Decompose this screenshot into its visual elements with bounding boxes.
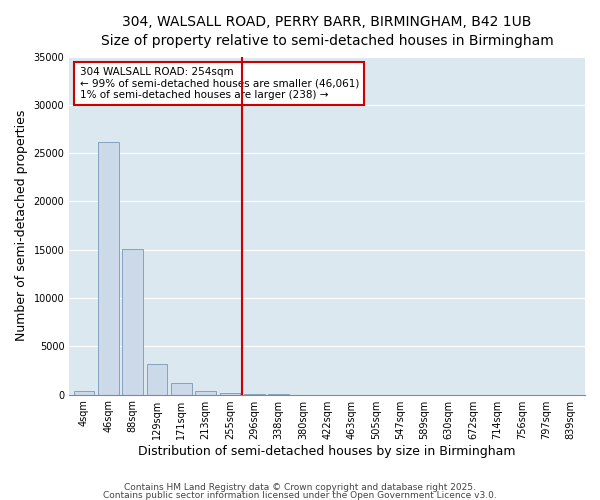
Bar <box>146 364 167 394</box>
Y-axis label: Number of semi-detached properties: Number of semi-detached properties <box>15 110 28 342</box>
Text: Contains public sector information licensed under the Open Government Licence v3: Contains public sector information licen… <box>103 490 497 500</box>
Title: 304, WALSALL ROAD, PERRY BARR, BIRMINGHAM, B42 1UB
Size of property relative to : 304, WALSALL ROAD, PERRY BARR, BIRMINGHA… <box>101 15 554 48</box>
Bar <box>98 142 119 394</box>
Bar <box>74 390 94 394</box>
Bar <box>195 390 216 394</box>
Bar <box>171 383 191 394</box>
Bar <box>220 392 240 394</box>
X-axis label: Distribution of semi-detached houses by size in Birmingham: Distribution of semi-detached houses by … <box>139 444 516 458</box>
Text: Contains HM Land Registry data © Crown copyright and database right 2025.: Contains HM Land Registry data © Crown c… <box>124 484 476 492</box>
Text: 304 WALSALL ROAD: 254sqm
← 99% of semi-detached houses are smaller (46,061)
1% o: 304 WALSALL ROAD: 254sqm ← 99% of semi-d… <box>80 67 359 100</box>
Bar <box>122 249 143 394</box>
